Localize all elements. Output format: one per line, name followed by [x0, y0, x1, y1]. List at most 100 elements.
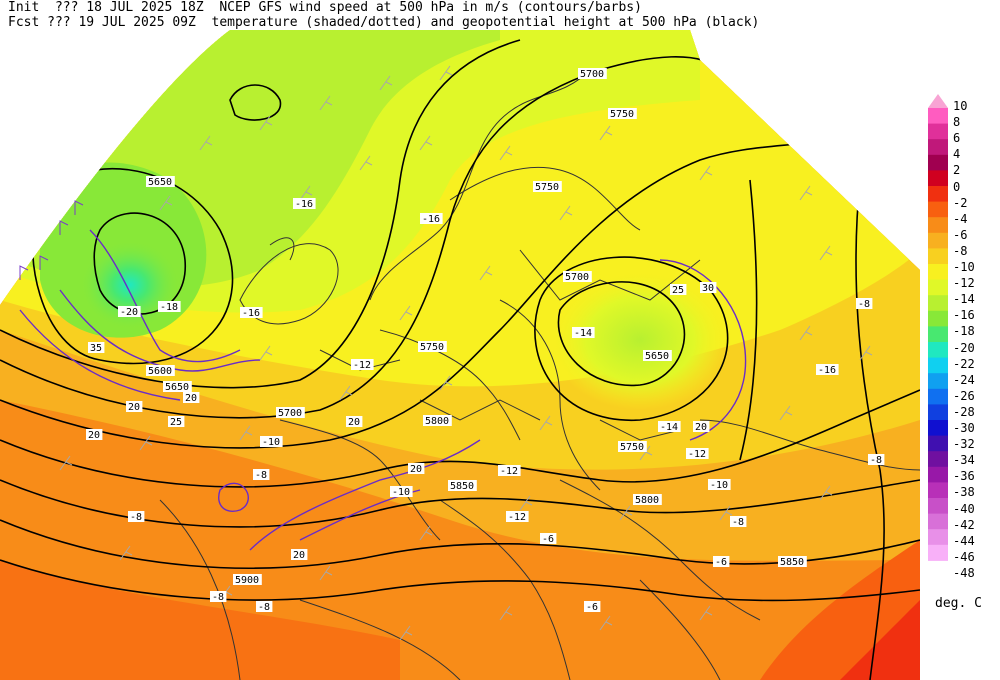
temp-label: -8 — [258, 602, 270, 613]
legend-swatch — [928, 170, 948, 187]
temp-label: -12 — [508, 512, 526, 523]
temp-label: -8 — [212, 592, 224, 603]
wind-barbs — [59, 65, 873, 641]
legend-swatch — [928, 326, 948, 343]
temp-label-box — [584, 601, 601, 612]
legend-swatch — [928, 279, 948, 296]
legend-label: -2 — [953, 195, 968, 210]
wind-label-box — [346, 416, 363, 427]
height-label-box — [533, 181, 562, 192]
legend-label: -24 — [953, 372, 975, 387]
height-label: 5750 — [620, 442, 644, 453]
wind-label-box — [408, 463, 425, 474]
temp-label: -14 — [574, 328, 592, 339]
legend-swatch — [928, 154, 948, 171]
legend-label: -20 — [953, 340, 975, 355]
height-label: 5800 — [425, 416, 449, 427]
temp-label: -12 — [353, 360, 371, 371]
legend-label: -46 — [953, 549, 975, 564]
height-label: 5700 — [278, 408, 302, 419]
legend-label: 4 — [953, 147, 961, 162]
legend-swatch — [928, 529, 948, 546]
temp-label-box — [128, 511, 145, 522]
legend-swatch — [928, 264, 948, 281]
temp-label-box — [118, 306, 141, 317]
temp-label-box — [240, 307, 263, 318]
height-label: 5650 — [645, 351, 669, 362]
legend-swatch — [928, 498, 948, 515]
temp-label-box — [708, 479, 731, 490]
height-label: 5850 — [450, 481, 474, 492]
temp-label: -18 — [160, 302, 178, 313]
temp-label-box — [686, 448, 709, 459]
legend-swatch — [928, 123, 948, 140]
temp-label: -6 — [715, 557, 727, 568]
legend-swatch — [928, 513, 948, 530]
legend-label: -22 — [953, 356, 975, 371]
temp-label: -8 — [255, 470, 267, 481]
legend-label: -28 — [953, 404, 975, 419]
temp-label: -16 — [295, 199, 313, 210]
legend-swatch — [928, 295, 948, 312]
wind-label-box — [291, 549, 308, 560]
height-label: 5600 — [148, 366, 172, 377]
temp-label-box — [816, 364, 839, 375]
wind-label: 30 — [702, 283, 714, 294]
legend-label: -12 — [953, 276, 975, 291]
temp-label-box — [730, 516, 747, 527]
legend-label: -44 — [953, 533, 975, 548]
color-legend — [928, 94, 948, 561]
wind-label: 20 — [293, 550, 305, 561]
height-label-box — [146, 176, 175, 187]
legend-label: -34 — [953, 453, 975, 468]
legend-swatch — [928, 420, 948, 437]
wind-label-box — [86, 429, 103, 440]
legend-swatch — [928, 139, 948, 156]
wind-label: 20 — [695, 422, 707, 433]
wind-label-box — [126, 401, 143, 412]
temp-label-box — [253, 469, 270, 480]
legend-swatch — [928, 186, 948, 203]
height-label-box — [618, 441, 647, 452]
legend-label: -36 — [953, 469, 975, 484]
wind-label: 35 — [90, 343, 102, 354]
temp-label-box — [260, 436, 283, 447]
wind-label-box — [670, 284, 687, 295]
init-line: Init ??? 18 JUL 2025 18Z NCEP GFS wind s… — [8, 0, 642, 15]
legend-swatch — [928, 108, 948, 125]
temp-label: -16 — [818, 365, 836, 376]
temp-label-box — [713, 556, 730, 567]
legend-label: -26 — [953, 388, 975, 403]
wind-label: 20 — [410, 464, 422, 475]
legend-label: -30 — [953, 421, 975, 435]
legend-label: 2 — [953, 163, 961, 178]
legend-label: -4 — [953, 211, 968, 226]
height-label: 5850 — [780, 557, 804, 568]
height-label-box — [563, 271, 592, 282]
height-contours — [0, 39, 920, 680]
legend-label: 0 — [953, 179, 961, 194]
temp-label-box — [498, 465, 521, 476]
legend-swatch — [928, 451, 948, 468]
height-label: 5700 — [580, 69, 604, 80]
temp-label: -10 — [262, 437, 280, 448]
temp-label: -20 — [120, 307, 138, 318]
height-label: 5750 — [610, 109, 634, 120]
temp-label: -12 — [688, 449, 706, 460]
wind-label: 20 — [348, 417, 360, 428]
legend-units: deg. C — [935, 596, 982, 611]
legend-swatch — [928, 201, 948, 218]
legend-label: -42 — [953, 517, 975, 532]
temp-label-box — [540, 533, 557, 544]
temp-label-box — [351, 359, 374, 370]
height-label: 5750 — [535, 182, 559, 193]
height-label: 5650 — [148, 177, 172, 188]
strong-wind-barbs — [19, 200, 84, 280]
legend-swatch — [928, 404, 948, 421]
legend-label: 6 — [953, 131, 961, 146]
wind-label-box — [700, 282, 717, 293]
legend-swatch — [928, 373, 948, 390]
forecast-line: Fcst ??? 19 JUL 2025 09Z temperature (sh… — [8, 15, 760, 30]
